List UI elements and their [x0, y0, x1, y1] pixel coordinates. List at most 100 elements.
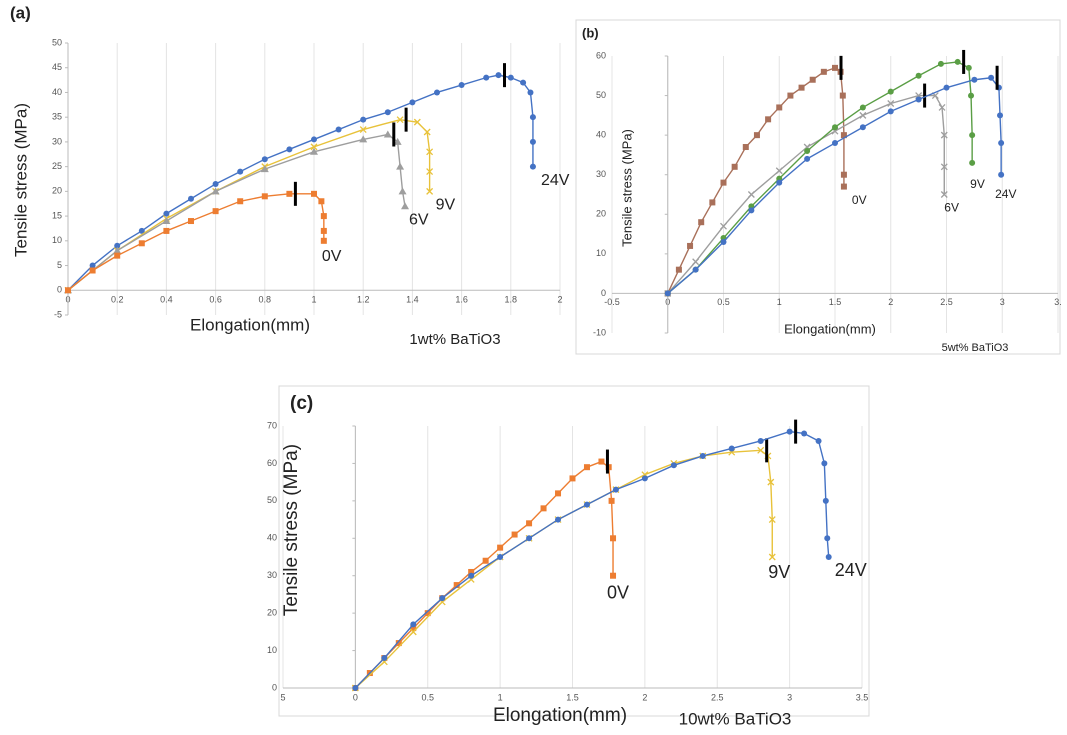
- series-line: [67, 74, 534, 291]
- x-tick-label: 0.4: [160, 295, 173, 305]
- data-point: [670, 462, 677, 469]
- series-line: [667, 94, 945, 294]
- data-point: [384, 109, 391, 116]
- series-label: 24V: [835, 560, 867, 580]
- x-tick-label: 3: [1000, 297, 1005, 307]
- data-point: [439, 595, 446, 602]
- data-point: [664, 290, 671, 297]
- data-point: [859, 104, 866, 111]
- data-point: [815, 437, 822, 444]
- x-tick-label: 2.5: [940, 297, 953, 307]
- series-label: 9V: [970, 177, 985, 191]
- data-point: [809, 76, 816, 83]
- data-point: [641, 475, 648, 482]
- x-tick-label: -0.5: [604, 297, 620, 307]
- data-point: [526, 520, 533, 527]
- data-point: [114, 242, 121, 249]
- data-point: [954, 58, 961, 65]
- data-point: [468, 568, 475, 575]
- data-point: [396, 162, 405, 170]
- y-tick-label: 40: [267, 533, 277, 543]
- data-point: [915, 96, 922, 103]
- data-point: [188, 218, 194, 225]
- data-point: [692, 258, 700, 266]
- data-point: [839, 92, 846, 99]
- data-point: [887, 108, 894, 115]
- series-label: 6V: [409, 211, 429, 228]
- series-label: 24V: [995, 187, 1016, 201]
- data-point: [310, 147, 318, 155]
- y-tick-label: 0: [601, 288, 606, 298]
- data-point: [188, 195, 194, 202]
- x-axis-label: Elongation(mm): [493, 705, 627, 726]
- data-point: [520, 79, 527, 86]
- x-tick-label: 1: [498, 692, 503, 702]
- data-point: [859, 111, 867, 119]
- data-point: [940, 163, 948, 171]
- series-label: 0V: [852, 193, 867, 207]
- x-tick-label: 0.5: [421, 692, 434, 702]
- y-tick-label: 60: [267, 458, 277, 468]
- x-tick-label: 1: [311, 295, 316, 305]
- data-point: [765, 116, 772, 123]
- data-point: [426, 148, 434, 156]
- data-point: [887, 100, 895, 107]
- data-point: [162, 217, 171, 225]
- data-point: [423, 128, 431, 136]
- x-tick-label: 1.5: [829, 297, 842, 307]
- data-point: [840, 183, 847, 190]
- data-point: [540, 505, 547, 512]
- data-point: [699, 452, 706, 459]
- annotation: 5wt% BaTiO3: [942, 342, 1009, 354]
- panel-frame: [575, 19, 1061, 355]
- y-tick-label: 40: [52, 87, 62, 97]
- y-tick-label: 10: [267, 645, 277, 655]
- data-point: [742, 144, 749, 151]
- x-tick-label: 1.5: [566, 692, 579, 702]
- series-label: 0V: [322, 248, 342, 265]
- series-label: 24V: [541, 172, 570, 189]
- data-point: [757, 437, 764, 444]
- data-point: [768, 553, 776, 561]
- data-point: [360, 116, 367, 123]
- data-point: [398, 187, 407, 195]
- data-point: [804, 155, 811, 162]
- data-point: [787, 92, 794, 99]
- data-point: [395, 640, 402, 647]
- data-point: [821, 460, 828, 467]
- y-tick-label: -10: [593, 327, 606, 337]
- data-point: [937, 60, 944, 67]
- x-tick-label: 0.2: [111, 295, 124, 305]
- data-point: [832, 64, 838, 71]
- x-tick-label: 2: [888, 297, 893, 307]
- x-tick-label: 1.4: [406, 295, 419, 305]
- panel-label: (c): [290, 393, 313, 414]
- data-point: [211, 187, 220, 195]
- data-point: [458, 82, 465, 89]
- data-point: [318, 198, 325, 205]
- data-point: [728, 445, 735, 452]
- y-tick-label: 10: [596, 248, 606, 258]
- data-point: [410, 621, 417, 628]
- y-tick-label: 10: [52, 235, 62, 245]
- data-point: [310, 143, 318, 151]
- data-point: [529, 114, 536, 121]
- data-point: [286, 146, 293, 153]
- data-point: [824, 535, 831, 542]
- x-tick-label: 0.5: [717, 297, 730, 307]
- y-tick-label: 70: [267, 420, 277, 430]
- data-point: [822, 497, 829, 504]
- panel-label: (a): [10, 3, 31, 22]
- data-point: [396, 116, 404, 124]
- data-point: [998, 140, 1005, 147]
- series-label: 9V: [768, 562, 790, 582]
- x-tick-label: 5: [280, 692, 285, 702]
- data-point: [720, 179, 727, 186]
- y-axis-label: Tensile stress (MPa): [281, 444, 302, 616]
- y-tick-label: 45: [52, 62, 62, 72]
- data-point: [832, 124, 838, 131]
- data-point: [393, 137, 402, 145]
- series-line: [354, 430, 830, 689]
- data-point: [583, 501, 590, 508]
